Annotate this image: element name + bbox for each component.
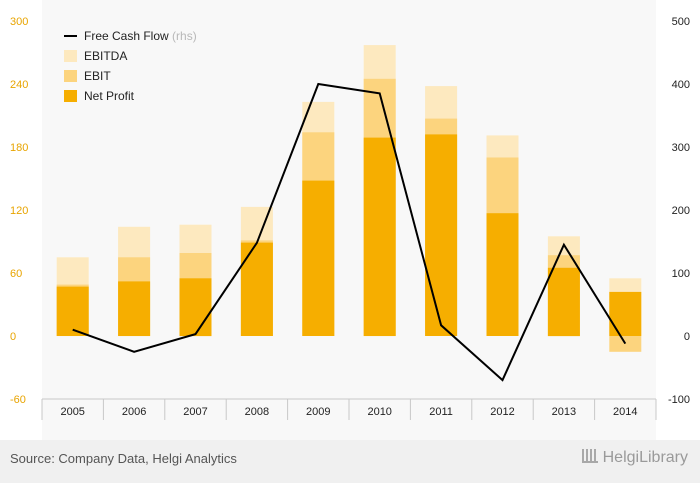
bar-layer (56, 45, 642, 352)
y-right-tick-label: 400 (672, 79, 690, 91)
axes-layer: 2005 2006 2007 2008 2009 2010 2011 2012 2013 2014… (10, 16, 690, 420)
y-right-tick-label: -100 (668, 394, 690, 406)
x-tick-label-2014: 2014 (613, 406, 637, 418)
y-right-tick-label: 100 (672, 268, 690, 280)
y-right-tick-label: 300 (672, 142, 690, 154)
x-tick-label-2008: 2008 (245, 406, 269, 418)
line-free-cash-flow (72, 82, 627, 382)
y-right-tick-label: 500 (672, 16, 690, 28)
library-icon (581, 449, 598, 463)
footer: Source: Company Data, Helgi Analytics He… (0, 440, 700, 483)
y-left-tick-label: 240 (10, 79, 28, 91)
bar-net-profit-2009 (302, 180, 335, 336)
bar-net-profit-2011 (425, 134, 458, 336)
y-right-tick-label: 0 (684, 331, 690, 343)
bar-net-profit-2013 (547, 267, 580, 337)
bar-net-profit-2010 (363, 137, 396, 336)
x-tick-label-2011: 2011 (429, 406, 453, 418)
legend-label-net-profit: Net Profit (84, 89, 135, 103)
y-left-tick-label: 60 (10, 268, 22, 280)
legend-swatch-net-profit (64, 90, 77, 102)
bar-net-profit-2008 (240, 242, 273, 336)
x-tick-label-2013: 2013 (552, 406, 576, 418)
brand-logo: HelgiLibrary (581, 449, 688, 467)
bar-net-profit-2012 (486, 213, 519, 336)
x-tick-label-2010: 2010 (367, 406, 391, 418)
bar-net-profit-2007 (179, 278, 212, 337)
legend-label-ebitda: EBITDA (84, 49, 127, 63)
bar-net-profit-2014 (609, 291, 642, 336)
y-left-tick-label: 300 (10, 16, 28, 28)
legend-label-suffix: (rhs) (169, 29, 197, 43)
x-tick-label-2007: 2007 (183, 406, 207, 418)
legend: Free Cash Flow (rhs) EBITDA EBIT Net Profit (64, 29, 197, 103)
y-left-tick-label: 0 (10, 331, 16, 343)
y-left-tick-label: 180 (10, 142, 28, 154)
legend-swatch-ebitda (64, 50, 77, 62)
plot-background (42, 0, 656, 440)
y-left-tick-label: 120 (10, 205, 28, 217)
legend-label-ebit: EBIT (84, 69, 111, 83)
line-layer (72, 82, 627, 382)
x-tick-label-2005: 2005 (60, 406, 84, 418)
y-left-tick-label: -60 (10, 394, 26, 406)
legend-swatch-ebit (64, 70, 77, 82)
chart: 2005 2006 2007 2008 2009 2010 2011 2012 2013 2014… (10, 0, 690, 440)
bar-ebit-2014 (609, 336, 642, 352)
y-right-tick-label: 200 (672, 205, 690, 217)
x-tick-label-2009: 2009 (306, 406, 330, 418)
brand-name: HelgiLibrary (602, 449, 688, 466)
legend-label-free-cash-flow: Free Cash Flow (rhs) (84, 29, 197, 43)
x-tick-label-2006: 2006 (122, 406, 146, 418)
x-tick-label-2012: 2012 (490, 406, 514, 418)
source-text: Source: Company Data, Helgi Analytics (10, 451, 237, 466)
bar-net-profit-2006 (118, 281, 151, 336)
bar-net-profit-2005 (56, 286, 89, 336)
